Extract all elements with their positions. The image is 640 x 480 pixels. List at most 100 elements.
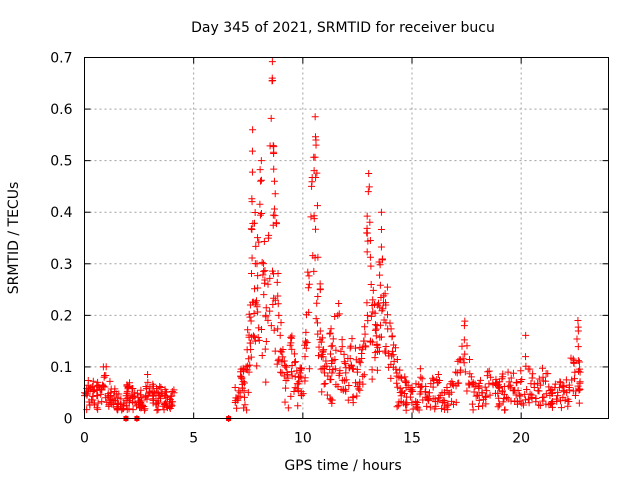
data-point (337, 347, 345, 355)
data-point (369, 286, 377, 294)
data-point (312, 141, 320, 149)
data-point (376, 303, 384, 311)
data-point (262, 378, 270, 386)
data-point (257, 177, 265, 185)
data-point (251, 208, 259, 216)
data-point (416, 383, 424, 391)
data-point (288, 334, 296, 342)
data-point (361, 323, 369, 331)
data-point (255, 238, 263, 246)
data-point (466, 356, 474, 364)
data-point (250, 333, 258, 341)
data-point (102, 394, 110, 402)
data-point (483, 372, 491, 380)
data-point (260, 237, 268, 245)
data-point (234, 394, 242, 402)
data-point (397, 373, 405, 381)
y-tick-label: 0.3 (50, 257, 72, 273)
data-point (168, 387, 176, 395)
data-point (457, 366, 465, 374)
data-point (244, 326, 252, 334)
data-point (248, 168, 256, 176)
data-point (326, 329, 334, 337)
data-point (318, 334, 326, 342)
data-point (452, 382, 460, 390)
y-axis-label: SRMTID / TECUs (6, 182, 22, 295)
data-point (129, 406, 137, 414)
data-point (417, 373, 425, 381)
data-point (463, 342, 471, 350)
data-point (394, 402, 402, 410)
data-point (117, 395, 125, 403)
data-point (448, 397, 456, 405)
data-point (313, 202, 321, 210)
data-point (98, 386, 106, 394)
data-point (321, 369, 329, 377)
data-point (549, 398, 557, 406)
data-point (106, 377, 114, 385)
data-point (495, 401, 503, 409)
data-point (365, 183, 373, 191)
data-point (240, 393, 248, 401)
data-point (475, 396, 483, 404)
data-point (305, 365, 313, 373)
data-point (249, 332, 257, 340)
data-point (262, 304, 270, 312)
data-point (270, 205, 278, 213)
data-point (94, 392, 102, 400)
data-point (416, 365, 424, 373)
data-point (356, 378, 364, 386)
data-point (469, 380, 477, 388)
data-point (247, 269, 255, 277)
data-point (564, 402, 572, 410)
data-point (246, 313, 254, 321)
data-point (108, 395, 116, 403)
data-point (238, 375, 246, 383)
data-point (363, 248, 371, 256)
data-point (252, 242, 260, 250)
data-point (367, 262, 375, 270)
data-point (356, 359, 364, 367)
data-point (485, 367, 493, 375)
data-point (266, 307, 274, 315)
data-point (331, 355, 339, 363)
data-point (94, 378, 102, 386)
data-points (81, 58, 584, 422)
data-point (402, 406, 410, 414)
data-point (257, 326, 265, 334)
data-point (284, 404, 292, 412)
data-point (290, 388, 298, 396)
data-point (315, 352, 323, 360)
data-point (429, 374, 437, 382)
data-point (297, 388, 305, 396)
data-point (287, 392, 295, 400)
data-point (254, 334, 262, 342)
y-tick-label: 0.4 (50, 205, 72, 221)
y-tick-label: 0.1 (50, 360, 72, 376)
data-point (94, 405, 102, 413)
data-point (376, 261, 384, 269)
data-point (547, 399, 555, 407)
data-point (376, 281, 384, 289)
data-point (312, 315, 320, 323)
data-point (409, 405, 417, 413)
data-point (525, 399, 533, 407)
data-point (271, 296, 279, 304)
data-point (170, 386, 178, 394)
data-point (269, 267, 277, 275)
data-point (551, 380, 559, 388)
data-point (393, 369, 401, 377)
data-point (295, 378, 303, 386)
data-point (307, 213, 315, 221)
data-point (481, 383, 489, 391)
data-point (402, 379, 410, 387)
data-point (401, 373, 409, 381)
data-point (432, 402, 440, 410)
data-point (102, 371, 110, 379)
data-point (499, 398, 507, 406)
data-point (260, 260, 268, 268)
data-point (279, 353, 287, 361)
data-point (313, 169, 321, 177)
data-point (388, 352, 396, 360)
data-point (157, 384, 165, 392)
